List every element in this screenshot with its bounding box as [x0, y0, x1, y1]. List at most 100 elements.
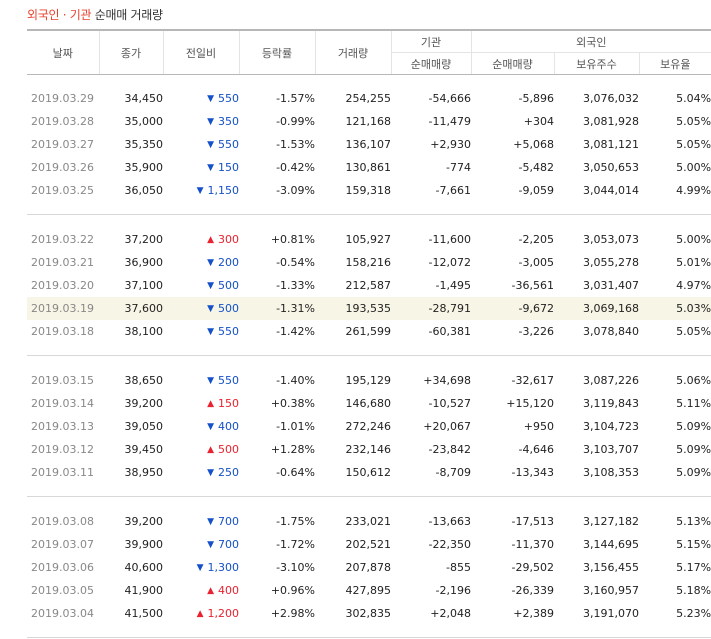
row-date: 2019.03.29 — [27, 87, 99, 110]
row-change-value: 400 — [218, 584, 239, 597]
row-inst-net: +20,067 — [391, 415, 471, 438]
row-close: 39,200 — [99, 510, 163, 533]
row-change-value: 200 — [218, 256, 239, 269]
row-change: ▼1,150 — [163, 179, 239, 202]
row-foreign-net: +15,120 — [471, 392, 554, 415]
row-inst-net: -11,600 — [391, 228, 471, 251]
row-foreign-net: -17,513 — [471, 510, 554, 533]
col-volume: 거래량 — [315, 30, 391, 75]
row-date: 2019.03.11 — [27, 461, 99, 484]
row-foreign-shares: 3,081,121 — [554, 133, 639, 156]
col-group-foreign: 외국인 — [471, 30, 711, 53]
row-foreign-ratio: 5.15% — [639, 533, 711, 556]
row-foreign-net: -5,482 — [471, 156, 554, 179]
row-foreign-net: -9,672 — [471, 297, 554, 320]
arrow-down-icon: ▼ — [207, 540, 214, 550]
row-foreign-ratio: 5.01% — [639, 251, 711, 274]
row-change-value: 500 — [218, 302, 239, 315]
row-foreign-net: -3,005 — [471, 251, 554, 274]
arrow-down-icon: ▼ — [207, 163, 214, 173]
row-foreign-net: -9,059 — [471, 179, 554, 202]
row-foreign-shares: 3,087,226 — [554, 369, 639, 392]
row-volume: 212,587 — [315, 274, 391, 297]
group-spacer — [27, 498, 711, 510]
row-change: ▼700 — [163, 510, 239, 533]
row-change: ▲150 — [163, 392, 239, 415]
row-foreign-net: -29,502 — [471, 556, 554, 579]
row-inst-net: -855 — [391, 556, 471, 579]
arrow-down-icon: ▼ — [207, 422, 214, 432]
row-change: ▲300 — [163, 228, 239, 251]
row-change-value: 550 — [218, 374, 239, 387]
row-close: 36,050 — [99, 179, 163, 202]
row-change: ▼ 500 — [163, 297, 239, 320]
row-change-value: 300 — [218, 233, 239, 246]
row-date: 2019.03.26 — [27, 156, 99, 179]
row-foreign-shares: 3,044,014 — [554, 179, 639, 202]
row-foreign-ratio: 5.00% — [639, 156, 711, 179]
group-spacer — [27, 343, 711, 356]
row-date: 2019.03.18 — [27, 320, 99, 343]
row-volume: 159,318 — [315, 179, 391, 202]
arrow-down-icon: ▼ — [207, 94, 214, 104]
row-close: 37,100 — [99, 274, 163, 297]
row-date: 2019.03.20 — [27, 274, 99, 297]
row-change-value: 700 — [218, 538, 239, 551]
row-date: 2019.03.12 — [27, 438, 99, 461]
row-close: 36,900 — [99, 251, 163, 274]
row-foreign-ratio: 4.97% — [639, 274, 711, 297]
row-foreign-shares: 3,191,070 — [554, 602, 639, 625]
arrow-down-icon: ▼ — [207, 304, 214, 314]
row-foreign-shares: 3,108,353 — [554, 461, 639, 484]
row-date: 2019.03.28 — [27, 110, 99, 133]
investor-trading-panel: 외국인 · 기관 순매매 거래량 날짜 종가 전일비 등락률 거래량 기관 외국… — [0, 0, 711, 611]
row-inst-net: -22,350 — [391, 533, 471, 556]
col-group-institution: 기관 — [391, 30, 471, 53]
col-prev: 전일비 — [163, 30, 239, 75]
row-close: 35,000 — [99, 110, 163, 133]
row-rate: -1.01% — [239, 415, 315, 438]
row-foreign-net: +2,389 — [471, 602, 554, 625]
row-change: ▼150 — [163, 156, 239, 179]
row-close: 37,600 — [99, 297, 163, 320]
row-date: 2019.03.04 — [27, 602, 99, 625]
row-foreign-ratio: 5.09% — [639, 438, 711, 461]
row-close: 38,950 — [99, 461, 163, 484]
row-change-value: 500 — [218, 443, 239, 456]
row-inst-net: -774 — [391, 156, 471, 179]
row-change: ▼500 — [163, 274, 239, 297]
col-foreign-shares: 보유주수 — [554, 53, 639, 75]
row-rate: -1.75% — [239, 510, 315, 533]
row-inst-net: -12,072 — [391, 251, 471, 274]
row-inst-net: +34,698 — [391, 369, 471, 392]
row-change: ▼550 — [163, 369, 239, 392]
row-change: ▲500 — [163, 438, 239, 461]
title-rest: 순매매 거래량 — [91, 8, 162, 22]
row-rate: +0.96% — [239, 579, 315, 602]
row-close: 38,100 — [99, 320, 163, 343]
row-close: 34,450 — [99, 87, 163, 110]
row-volume: 158,216 — [315, 251, 391, 274]
arrow-down-icon: ▼ — [207, 258, 214, 268]
row-foreign-net: +5,068 — [471, 133, 554, 156]
row-foreign-ratio: 5.18% — [639, 579, 711, 602]
row-change-value: 1,150 — [208, 184, 240, 197]
row-foreign-ratio: 5.06% — [639, 369, 711, 392]
row-change-value: 700 — [218, 515, 239, 528]
row-foreign-net: +950 — [471, 415, 554, 438]
row-change: ▼550 — [163, 320, 239, 343]
group-spacer — [27, 357, 711, 369]
row-close: 39,900 — [99, 533, 163, 556]
row-inst-net: -23,842 — [391, 438, 471, 461]
row-inst-net: -13,663 — [391, 510, 471, 533]
row-change: ▼400 — [163, 415, 239, 438]
row-close: 40,600 — [99, 556, 163, 579]
row-change-value: 550 — [218, 138, 239, 151]
